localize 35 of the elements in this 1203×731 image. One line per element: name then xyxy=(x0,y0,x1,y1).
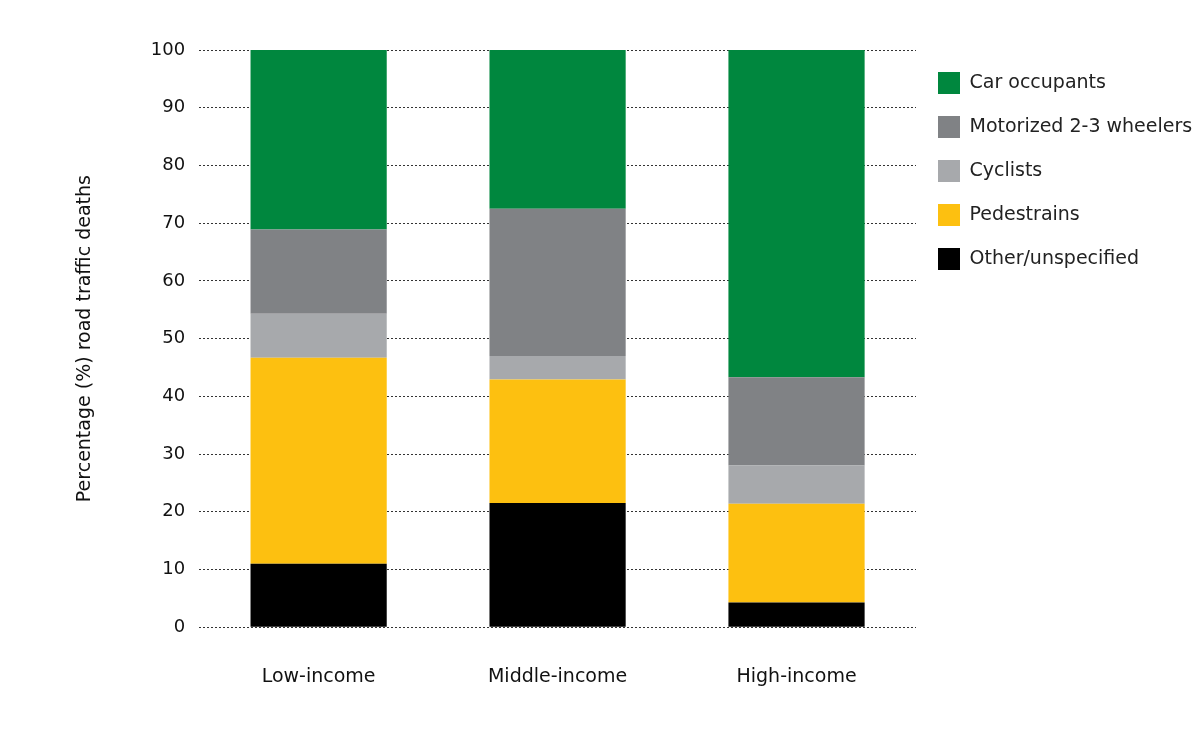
bar xyxy=(728,465,865,504)
legend-label: Cyclists xyxy=(969,157,1043,180)
y-tick-label: 60 xyxy=(162,268,186,290)
x-tick-label: Middle-income xyxy=(487,663,628,686)
bar xyxy=(489,503,626,627)
bar xyxy=(489,379,626,504)
y-tick-label: 100 xyxy=(150,37,186,59)
bar xyxy=(489,50,626,209)
bar xyxy=(250,357,387,564)
bar xyxy=(728,602,865,627)
y-axis-title: Percentage (%) road traffic deaths xyxy=(72,175,95,503)
bar xyxy=(250,50,387,230)
x-tick-label: High-income xyxy=(736,663,857,686)
bar xyxy=(250,563,387,627)
y-tick-label: 20 xyxy=(162,499,186,521)
y-tick-label: 90 xyxy=(162,95,186,117)
bar xyxy=(728,50,865,378)
bar xyxy=(728,377,865,466)
legend-label: Car occupants xyxy=(969,69,1106,92)
bar xyxy=(489,355,626,380)
y-tick-label: 70 xyxy=(162,210,186,232)
legend-label: Other/unspecified xyxy=(969,245,1140,268)
y-tick-label: 40 xyxy=(162,383,186,405)
y-tick-label: 10 xyxy=(162,557,186,579)
y-tick-label: 30 xyxy=(162,441,186,463)
legend-label: Pedestrains xyxy=(969,201,1080,224)
bar xyxy=(250,229,387,314)
y-tick-label: 50 xyxy=(162,326,186,348)
bar xyxy=(728,503,865,603)
bar xyxy=(489,208,626,356)
y-tick-label: 0 xyxy=(173,614,186,636)
x-tick-label: Low-income xyxy=(261,663,376,686)
y-tick-label: 80 xyxy=(162,153,186,175)
legend-label: Motorized 2-3 wheelers xyxy=(969,113,1193,136)
bar xyxy=(250,313,387,358)
